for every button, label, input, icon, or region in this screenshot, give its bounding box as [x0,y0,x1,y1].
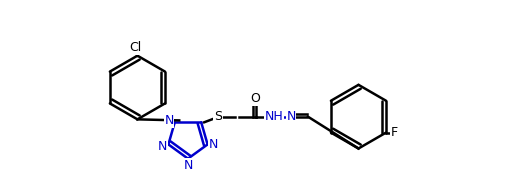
Text: S: S [214,110,222,123]
Text: N: N [183,159,193,172]
Text: F: F [391,126,398,139]
Text: N: N [164,114,174,127]
Text: NH: NH [265,110,283,123]
Text: N: N [208,138,218,151]
Text: N: N [158,140,168,153]
Text: O: O [251,92,260,105]
Text: N: N [287,110,296,123]
Text: Cl: Cl [129,41,141,54]
